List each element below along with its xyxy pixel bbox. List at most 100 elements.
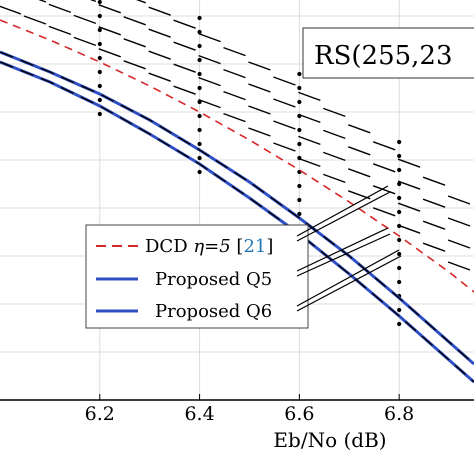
legend-label-dcd-prefix: DCD xyxy=(145,236,193,257)
dot-marker-27 xyxy=(297,155,302,161)
dot-marker-20 xyxy=(197,15,202,21)
series-line-0 xyxy=(0,19,474,293)
dot-marker-44 xyxy=(397,181,402,187)
dot-marker-38 xyxy=(397,265,402,271)
dash-mark-57 xyxy=(397,180,421,190)
dot-marker-19 xyxy=(197,29,202,35)
dot-marker-11 xyxy=(197,141,202,147)
dash-mark-6 xyxy=(73,14,97,25)
code-label-frame xyxy=(302,27,474,79)
dot-marker-7 xyxy=(97,13,102,19)
series-dash-overlay-2 xyxy=(0,61,474,383)
dash-mark-44 xyxy=(323,151,346,162)
x-tick-label-1: 6.4 xyxy=(184,403,214,425)
legend-label-q6: Proposed Q6 xyxy=(155,301,272,322)
dash-mark-7 xyxy=(89,0,97,3)
dash-mark-21 xyxy=(173,41,196,51)
dot-marker-16 xyxy=(197,71,202,77)
dot-marker-30 xyxy=(297,113,302,119)
legend-label-q5: Proposed Q5 xyxy=(155,269,272,290)
dash-mark-34 xyxy=(248,61,271,71)
dash-mark-49 xyxy=(348,146,371,156)
dash-mark-24 xyxy=(198,76,221,87)
dot-marker-31 xyxy=(297,99,302,105)
dash-mark-62 xyxy=(422,176,446,186)
dash-mark-43 xyxy=(323,173,346,184)
dot-marker-13 xyxy=(197,113,202,119)
dot-marker-3 xyxy=(97,69,102,75)
dot-marker-17 xyxy=(197,57,202,63)
x-tick-label-2: 6.6 xyxy=(284,403,314,425)
dash-mark-41 xyxy=(298,113,321,124)
legend: DCD η=5 [21] Proposed Q5 Proposed Q6 xyxy=(85,224,309,329)
dot-marker-32 xyxy=(297,85,302,91)
x-tick-label-0: 6.2 xyxy=(85,403,115,425)
dot-marker-0 xyxy=(97,111,102,117)
axes xyxy=(0,394,474,401)
dash-mark-29 xyxy=(223,68,246,79)
dot-marker-40 xyxy=(397,237,402,243)
dot-marker-1 xyxy=(97,97,102,103)
legend-label-dcd-eta: η=5 xyxy=(193,236,236,257)
x-axis-label: Eb/No (dB) xyxy=(273,428,386,452)
dot-marker-24 xyxy=(297,197,302,203)
dash-mark-28 xyxy=(223,90,246,101)
dash-mark-25 xyxy=(198,54,221,65)
dash-mark-51 xyxy=(372,207,396,217)
dot-marker-12 xyxy=(197,127,202,133)
dot-marker-29 xyxy=(297,127,302,133)
dash-mark-31 xyxy=(248,127,271,137)
dash-mark-2 xyxy=(38,0,47,3)
dash-mark-14 xyxy=(135,0,146,4)
legend-label-dcd-bracket-close: ] xyxy=(266,236,273,257)
dash-mark-13 xyxy=(123,16,146,26)
dash-mark-66 xyxy=(447,195,471,205)
dash-mark-18 xyxy=(148,6,171,16)
dot-marker-5 xyxy=(97,41,102,47)
code-label: RS(255,23 xyxy=(314,41,453,71)
dot-marker-47 xyxy=(397,139,402,145)
dot-marker-23 xyxy=(297,211,302,217)
dash-mark-63 xyxy=(447,261,471,271)
callout-dcd-inner xyxy=(296,191,391,242)
dot-marker-37 xyxy=(397,279,402,285)
dash-mark-58 xyxy=(397,158,421,168)
dash-mark-45 xyxy=(323,129,346,140)
dash-marks xyxy=(0,0,471,271)
dash-mark-38 xyxy=(273,76,296,86)
dot-marker-2 xyxy=(97,83,102,89)
dash-mark-59 xyxy=(422,242,446,252)
dash-mark-8 xyxy=(98,48,122,58)
dot-marker-43 xyxy=(397,195,402,201)
dot-marker-46 xyxy=(397,153,402,159)
dash-mark-19 xyxy=(173,85,196,95)
dash-mark-22 xyxy=(173,19,196,29)
dot-marker-33 xyxy=(297,71,302,77)
dash-mark-33 xyxy=(248,83,271,93)
legend-label-dcd-ref: 21 xyxy=(243,236,266,257)
dot-marker-4 xyxy=(97,55,102,61)
code-label-box: RS(255,23 xyxy=(302,27,474,79)
series-lines xyxy=(0,19,474,384)
dash-mark-48 xyxy=(348,168,371,178)
x-tick-label-3: 6.8 xyxy=(384,403,414,425)
dot-marker-39 xyxy=(397,251,402,257)
dash-mark-11 xyxy=(123,60,146,70)
dot-marker-34 xyxy=(397,321,402,327)
dot-marker-18 xyxy=(197,43,202,49)
dash-mark-15 xyxy=(148,72,171,82)
dot-marker-9 xyxy=(197,169,202,175)
dash-mark-12 xyxy=(123,38,146,48)
dash-mark-20 xyxy=(173,63,196,73)
dash-mark-0 xyxy=(0,5,22,15)
dash-mark-10 xyxy=(98,4,122,14)
dash-mark-5 xyxy=(73,36,97,47)
dot-marker-28 xyxy=(297,141,302,147)
dot-marker-6 xyxy=(97,27,102,33)
dash-mark-32 xyxy=(248,105,271,115)
dot-marker-8 xyxy=(97,0,102,5)
callout-q5 xyxy=(296,227,389,272)
dash-mark-53 xyxy=(372,163,396,173)
dot-marker-42 xyxy=(397,209,402,215)
dot-marker-35 xyxy=(397,307,402,313)
